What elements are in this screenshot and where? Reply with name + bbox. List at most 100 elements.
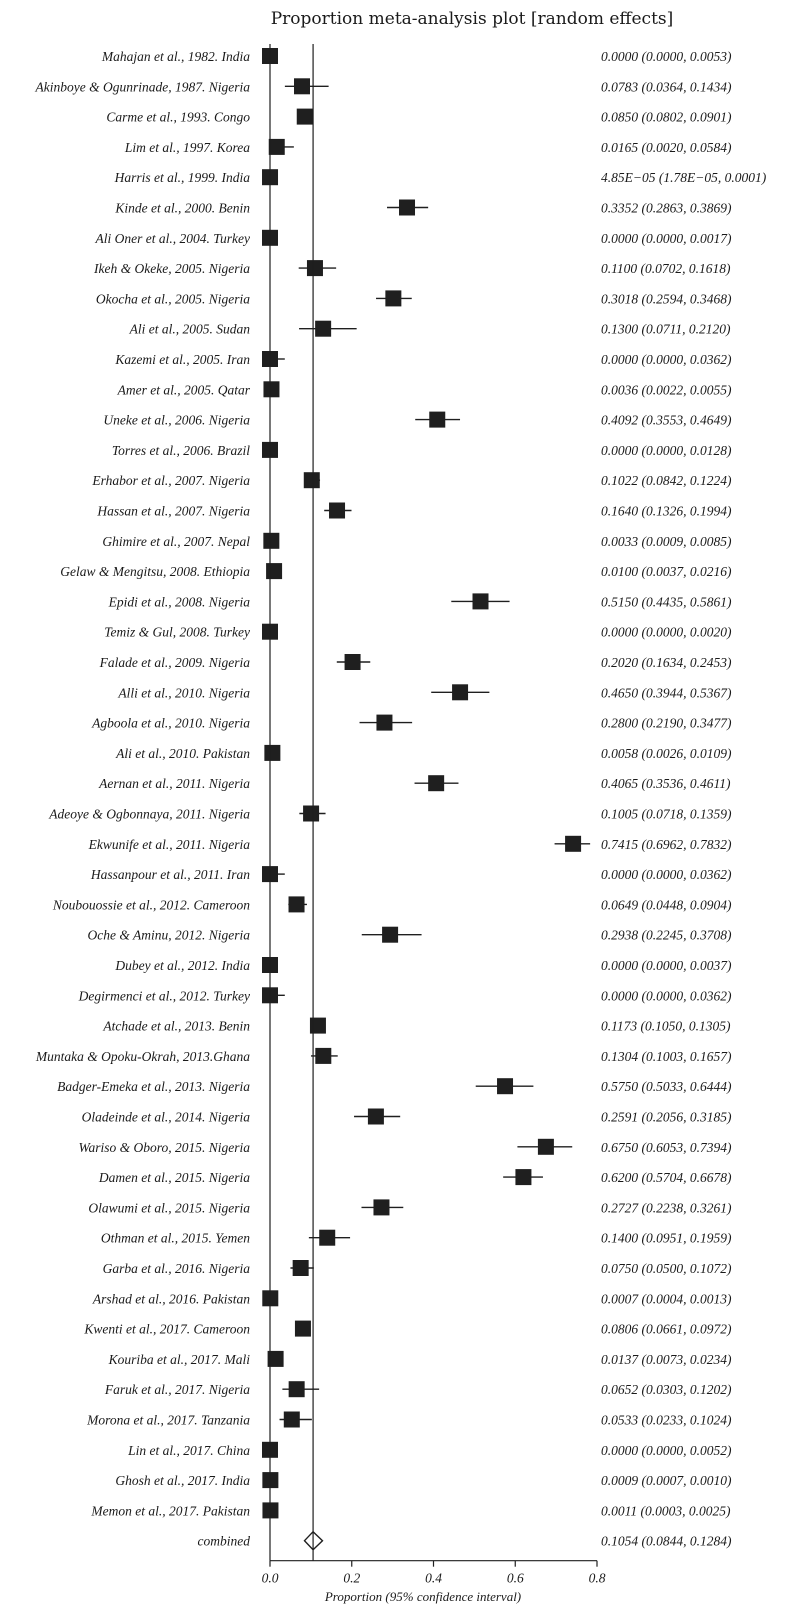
- study-label: Kouriba et al., 2017. Mali: [108, 1352, 251, 1367]
- study-row: Erhabor et al., 2007. Nigeria 0.1022 (0.0…: [91, 472, 732, 489]
- study-label: Epidi et al., 2008. Nigeria: [108, 594, 251, 609]
- study-row: Atchade et al., 2013. Benin 0.1173 (0.105…: [102, 1017, 731, 1034]
- point-estimate-marker: [268, 138, 285, 155]
- study-label: Lin et al., 2017. China: [127, 1443, 250, 1458]
- ci-value-text: 0.5150 (0.4435, 0.5861): [601, 594, 732, 609]
- point-estimate-marker: [303, 805, 320, 822]
- point-estimate-marker: [399, 199, 416, 216]
- study-row: Falade et al., 2009. Nigeria 0.2020 (0.16…: [99, 654, 732, 670]
- point-estimate-marker: [472, 593, 489, 610]
- point-estimate-marker: [367, 1108, 384, 1125]
- combined-ci-text: 0.1054 (0.0844, 0.1284): [601, 1534, 732, 1549]
- study-row: Alli et al., 2010. Nigeria 0.4650 (0.3944…: [117, 684, 732, 701]
- study-label: Ali et al., 2005. Sudan: [129, 322, 251, 337]
- point-estimate-marker: [264, 744, 281, 761]
- chart-title: Proportion meta-analysis plot [random ef…: [271, 9, 674, 29]
- ci-value-text: 0.0652 (0.0303, 0.1202): [601, 1382, 732, 1397]
- point-estimate-marker: [428, 775, 445, 792]
- point-estimate-marker: [294, 78, 311, 95]
- ci-value-text: 0.0058 (0.0026, 0.0109): [601, 746, 732, 761]
- study-row: Ali Oner et al., 2004. Turkey 0.0000 (0.0…: [95, 229, 732, 246]
- ci-value-text: 0.0009 (0.0007, 0.0010): [601, 1473, 732, 1488]
- point-estimate-marker: [315, 1047, 332, 1064]
- study-label: Gelaw & Mengitsu, 2008. Ethiopia: [60, 564, 250, 579]
- x-tick-label: 0.0: [262, 1571, 279, 1586]
- ci-value-text: 0.0011 (0.0003, 0.0025): [601, 1503, 731, 1518]
- study-row: Damen et al., 2015. Nigeria 0.6200 (0.570…: [98, 1169, 732, 1186]
- point-estimate-marker: [429, 411, 446, 428]
- study-row: Ghosh et al., 2017. India 0.0009 (0.0007,…: [115, 1472, 732, 1489]
- point-estimate-marker: [294, 1320, 311, 1337]
- point-estimate-marker: [263, 532, 280, 549]
- study-label: Degirmenci et al., 2012. Turkey: [78, 988, 250, 1003]
- study-row: Hassanpour et al., 2011. Iran 0.0000 (0.0…: [90, 866, 732, 883]
- study-row: Faruk et al., 2017. Nigeria 0.0652 (0.030…: [104, 1381, 732, 1398]
- study-label: Olawumi et al., 2015. Nigeria: [88, 1200, 250, 1215]
- point-estimate-marker: [292, 1260, 309, 1276]
- ci-value-text: 0.0100 (0.0037, 0.0216): [601, 564, 732, 579]
- point-estimate-marker: [263, 381, 280, 398]
- study-label: Othman et al., 2015. Yemen: [101, 1231, 250, 1246]
- ci-value-text: 0.0750 (0.0500, 0.1072): [601, 1261, 732, 1276]
- study-label: Agboola et al., 2010. Nigeria: [91, 716, 250, 731]
- study-label: Muntaka & Opoku-Okrah, 2013.Ghana: [35, 1049, 250, 1064]
- point-estimate-marker: [319, 1229, 336, 1246]
- x-tick-label: 0.2: [343, 1571, 360, 1586]
- point-estimate-marker: [283, 1411, 300, 1428]
- study-row: Ikeh & Okeke, 2005. Nigeria 0.1100 (0.070…: [93, 260, 731, 277]
- study-label: Badger-Emeka et al., 2013. Nigeria: [57, 1079, 250, 1094]
- study-label: Memon et al., 2017. Pakistan: [90, 1503, 250, 1518]
- point-estimate-marker: [565, 835, 582, 852]
- ci-value-text: 0.4092 (0.3553, 0.4649): [601, 413, 732, 428]
- x-tick-label: 0.6: [507, 1571, 524, 1586]
- point-estimate-marker: [376, 714, 393, 731]
- study-row: Carme et al., 1993. Congo 0.0850 (0.0802,…: [106, 108, 732, 125]
- ci-value-text: 0.0000 (0.0000, 0.0128): [601, 443, 732, 458]
- ci-value-text: 0.0533 (0.0233, 0.1024): [601, 1413, 732, 1428]
- study-label: Oche & Aminu, 2012. Nigeria: [88, 928, 251, 943]
- study-row: Hassan et al., 2007. Nigeria 0.1640 (0.13…: [96, 502, 732, 519]
- study-row: Gelaw & Mengitsu, 2008. Ethiopia 0.0100 (…: [60, 563, 732, 580]
- study-row: Oladeinde et al., 2014. Nigeria 0.2591 (0…: [82, 1108, 732, 1125]
- study-row: Kwenti et al., 2017. Cameroon 0.0806 (0.0…: [83, 1320, 732, 1337]
- study-label: Morona et al., 2017. Tanzania: [86, 1413, 250, 1428]
- study-row: Lim et al., 1997. Korea 0.0165 (0.0020, 0…: [124, 138, 732, 155]
- ci-value-text: 0.0000 (0.0000, 0.0052): [601, 1443, 732, 1458]
- point-estimate-marker: [266, 563, 283, 580]
- study-label: Harris et al., 1999. India: [114, 170, 251, 185]
- ci-value-text: 0.1005 (0.0718, 0.1359): [601, 807, 732, 822]
- study-row: Kouriba et al., 2017. Mali 0.0137 (0.0073…: [108, 1350, 732, 1367]
- ci-value-text: 0.4065 (0.3536, 0.4611): [601, 776, 731, 791]
- study-label: Aernan et al., 2011. Nigeria: [98, 776, 250, 791]
- study-label: Falade et al., 2009. Nigeria: [99, 655, 251, 670]
- study-label: Kwenti et al., 2017. Cameroon: [83, 1322, 250, 1337]
- study-row: Olawumi et al., 2015. Nigeria 0.2727 (0.2…: [88, 1199, 732, 1216]
- study-label: Uneke et al., 2006. Nigeria: [103, 413, 250, 428]
- ci-value-text: 0.0000 (0.0000, 0.0362): [601, 988, 732, 1003]
- point-estimate-marker: [288, 896, 305, 913]
- ci-value-text: 0.2727 (0.2238, 0.3261): [601, 1200, 732, 1215]
- ci-value-text: 0.0649 (0.0448, 0.0904): [601, 897, 732, 912]
- ci-value-text: 0.1300 (0.0711, 0.2120): [601, 322, 731, 337]
- point-estimate-marker: [385, 290, 402, 307]
- point-estimate-marker: [452, 684, 469, 701]
- study-label: Lim et al., 1997. Korea: [124, 140, 250, 155]
- study-row: Badger-Emeka et al., 2013. Nigeria 0.5750…: [57, 1078, 732, 1095]
- ci-value-text: 0.2020 (0.1634, 0.2453): [601, 655, 732, 670]
- point-estimate-marker: [296, 108, 313, 125]
- study-label: Ghimire et al., 2007. Nepal: [102, 534, 250, 549]
- ci-value-text: 0.2938 (0.2245, 0.3708): [601, 928, 732, 943]
- study-label: Hassanpour et al., 2011. Iran: [90, 867, 250, 882]
- ci-value-text: 0.0033 (0.0009, 0.0085): [601, 534, 732, 549]
- study-row: Kinde et al., 2000. Benin 0.3352 (0.2863,…: [114, 199, 732, 216]
- ci-value-text: 0.1173 (0.1050, 0.1305): [601, 1019, 731, 1034]
- ci-value-text: 0.0000 (0.0000, 0.0017): [601, 231, 732, 246]
- ci-value-text: 0.1304 (0.1003, 0.1657): [601, 1049, 732, 1064]
- study-row: Lin et al., 2017. China 0.0000 (0.0000, 0…: [127, 1441, 732, 1458]
- study-label: Ali et al., 2010. Pakistan: [115, 746, 250, 761]
- study-label: Adeoye & Ogbonnaya, 2011. Nigeria: [48, 807, 250, 822]
- study-row: Kazemi et al., 2005. Iran 0.0000 (0.0000,…: [114, 351, 732, 367]
- study-label: Okocha et al., 2005. Nigeria: [96, 291, 250, 306]
- study-label: Ekwunife et al., 2011. Nigeria: [88, 837, 251, 852]
